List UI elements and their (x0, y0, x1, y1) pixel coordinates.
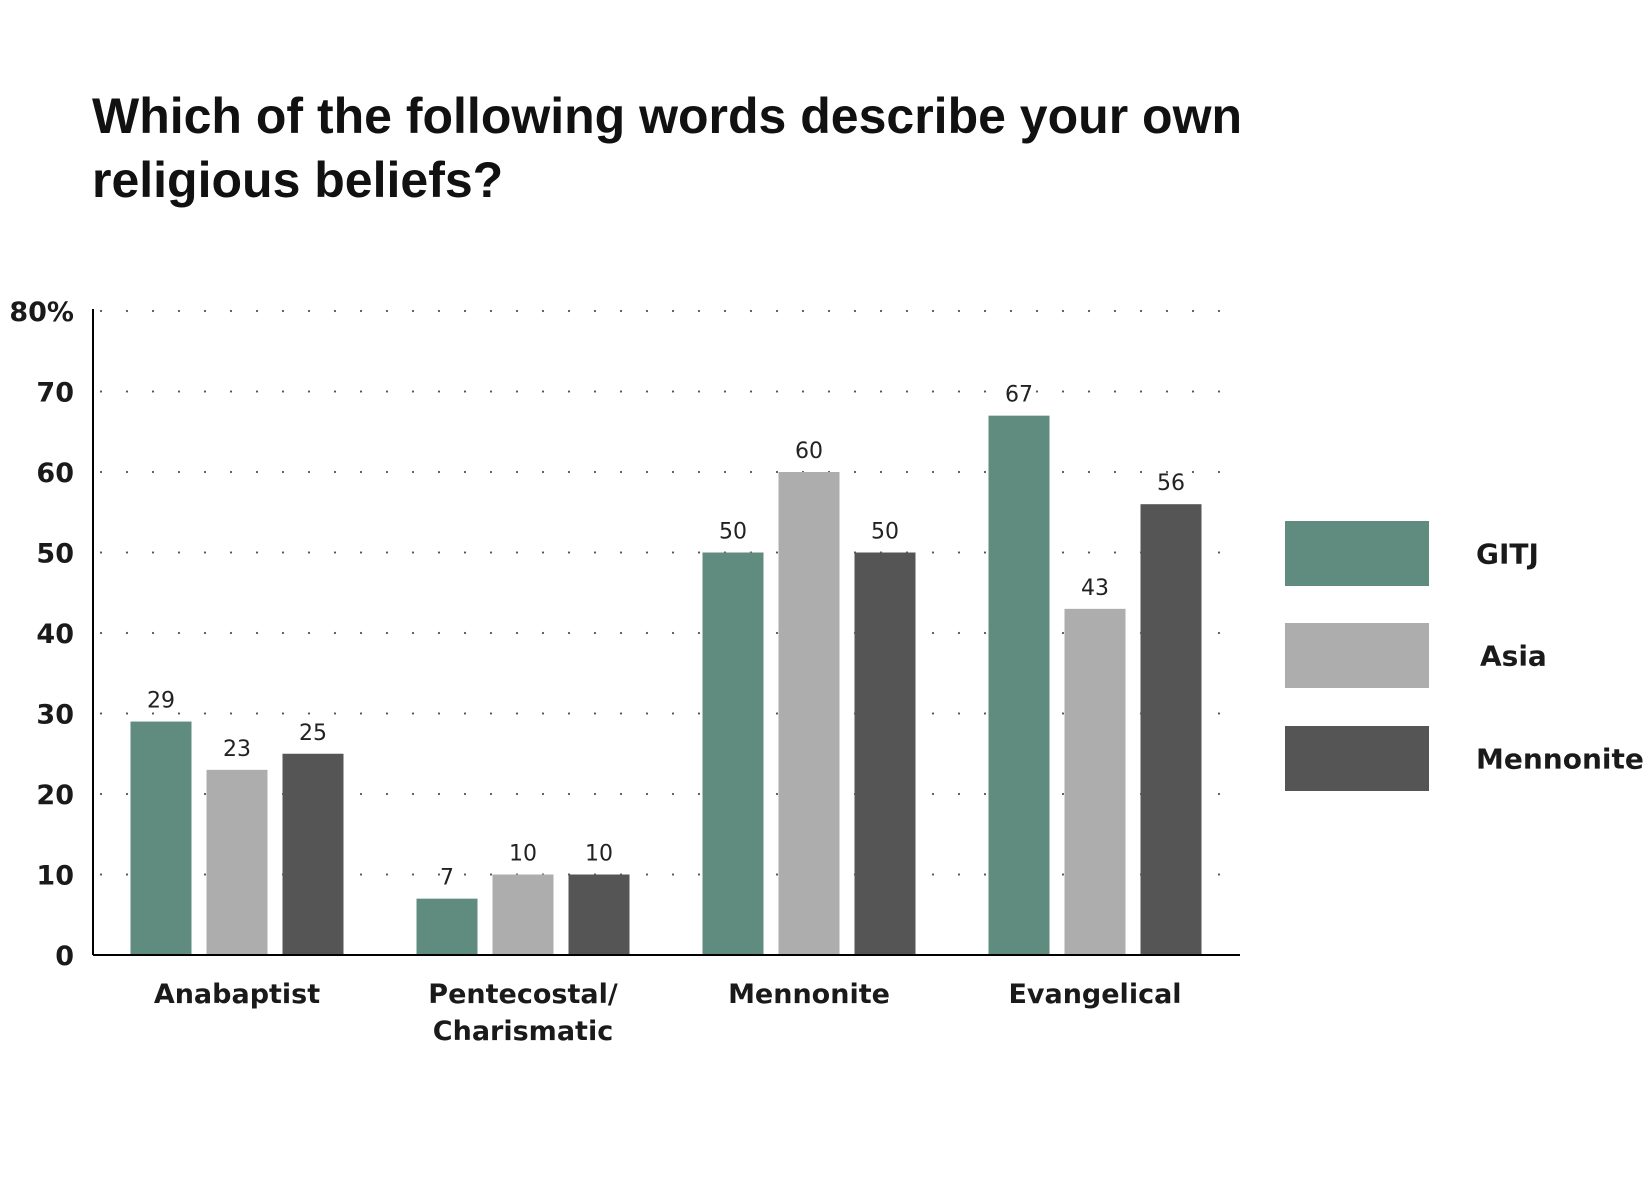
bar (778, 472, 840, 955)
data-label: 29 (147, 689, 175, 714)
legend: GITJ Asia Mennonite (1285, 521, 1644, 791)
data-label: 67 (1005, 383, 1033, 408)
bar (568, 874, 630, 955)
bar (206, 769, 268, 955)
legend-label: GITJ (1476, 538, 1539, 571)
x-category-label: Pentecostal/Charismatic (428, 979, 618, 1047)
bar (702, 552, 764, 955)
data-label: 56 (1157, 471, 1185, 496)
x-category-label: Mennonite (728, 979, 890, 1010)
bar (988, 415, 1050, 955)
bar (1064, 608, 1126, 955)
bar (416, 898, 478, 955)
x-category-label: Evangelical (1008, 979, 1181, 1010)
y-tick-label: 50 (36, 539, 74, 570)
data-label: 10 (509, 842, 537, 867)
y-tick-label: 0 (55, 941, 74, 972)
y-tick-label: 70 (36, 378, 74, 409)
y-tick-label: 40 (36, 619, 74, 650)
data-label: 7 (440, 866, 454, 891)
bar (854, 552, 916, 955)
data-label: 10 (585, 842, 613, 867)
bar (1140, 504, 1202, 955)
data-label: 23 (223, 737, 251, 762)
legend-swatch (1285, 623, 1429, 688)
legend-label: Asia (1480, 640, 1547, 673)
gridlines (99, 309, 1230, 876)
data-label: 60 (795, 439, 823, 464)
data-label: 50 (871, 520, 899, 545)
y-tick-label: 20 (36, 780, 74, 811)
y-tick-label: 80% (9, 297, 74, 328)
legend-label: Mennonite (1476, 743, 1644, 776)
legend-swatch (1285, 521, 1429, 586)
data-labels: 29 7 50 67 23 10 60 43 25 10 50 56 (147, 383, 1185, 891)
bar (492, 874, 554, 955)
y-tick-label: 60 (36, 458, 74, 489)
data-label: 25 (299, 721, 327, 746)
y-tick-label: 10 (36, 861, 74, 892)
legend-swatch (1285, 726, 1429, 791)
data-label: 43 (1081, 576, 1109, 601)
bar (130, 721, 192, 955)
chart-title: Which of the following words describe yo… (92, 88, 1243, 208)
x-category-label: Anabaptist (154, 979, 320, 1010)
y-tick-label: 30 (36, 700, 74, 731)
data-label: 50 (719, 520, 747, 545)
bar (282, 753, 344, 955)
axes: 0 10 20 30 40 50 60 70 80% Anabaptist Pentecostal/… (9, 297, 1240, 1047)
bars (130, 415, 1202, 955)
